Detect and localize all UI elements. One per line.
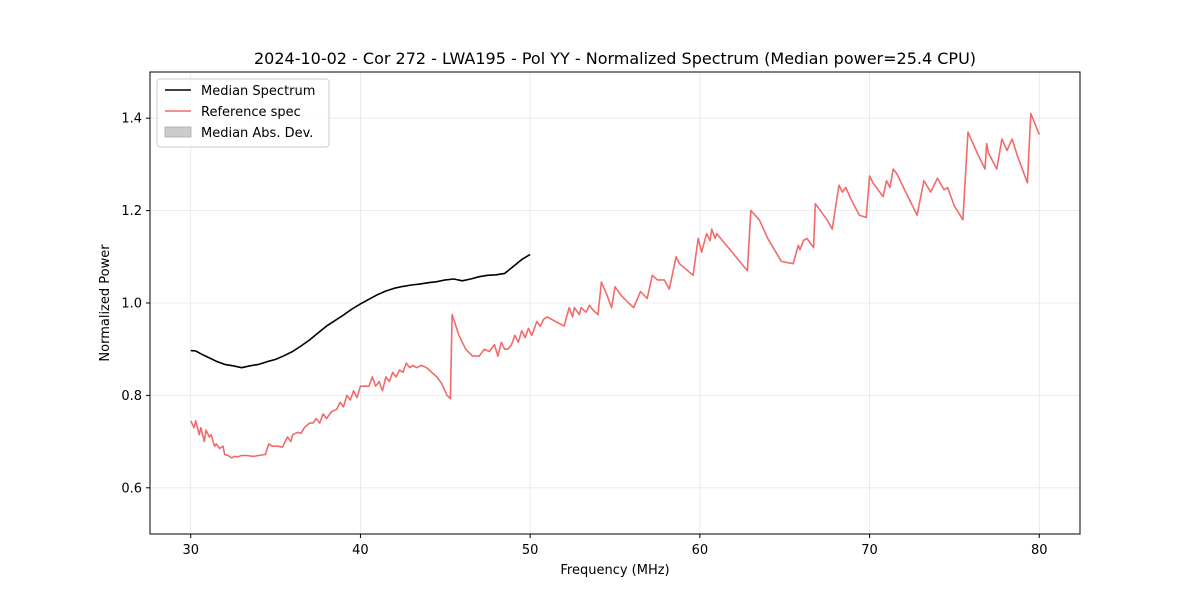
series-line-median-spectrum — [190, 253, 531, 369]
x-tick-label: 70 — [861, 543, 878, 558]
x-tick-label: 80 — [1031, 543, 1048, 558]
y-tick-label: 1.0 — [121, 297, 142, 312]
series-group — [189, 112, 1041, 459]
legend-swatch-median-abs-dev — [164, 126, 192, 138]
x-tick-label: 40 — [352, 543, 369, 558]
legend-box — [156, 78, 330, 148]
x-tick-label: 30 — [182, 543, 199, 558]
legend-label-reference-spec: Reference spec — [201, 105, 301, 120]
legend: Median Spectrum Reference spec Median Ab… — [156, 78, 330, 148]
legend-label-median-spectrum: Median Spectrum — [201, 84, 315, 99]
y-tick-label: 1.4 — [121, 112, 142, 127]
y-tick-label: 1.2 — [121, 204, 142, 219]
x-tick-label: 50 — [522, 543, 539, 558]
y-tick-label: 0.8 — [121, 389, 142, 404]
chart-title: 2024-10-02 - Cor 272 - LWA195 - Pol YY -… — [254, 49, 976, 68]
x-axis: 30 40 50 60 70 80 — [182, 534, 1048, 558]
grid — [150, 72, 1080, 534]
x-tick-label: 60 — [692, 543, 709, 558]
y-axis-label: Normalized Power — [98, 244, 113, 362]
x-axis-label: Frequency (MHz) — [560, 563, 669, 578]
y-axis: 0.6 0.8 1.0 1.2 1.4 — [121, 112, 150, 496]
y-tick-label: 0.6 — [121, 481, 142, 496]
legend-label-median-abs-dev: Median Abs. Dev. — [201, 126, 313, 141]
series-line-reference-spec — [189, 112, 1041, 459]
